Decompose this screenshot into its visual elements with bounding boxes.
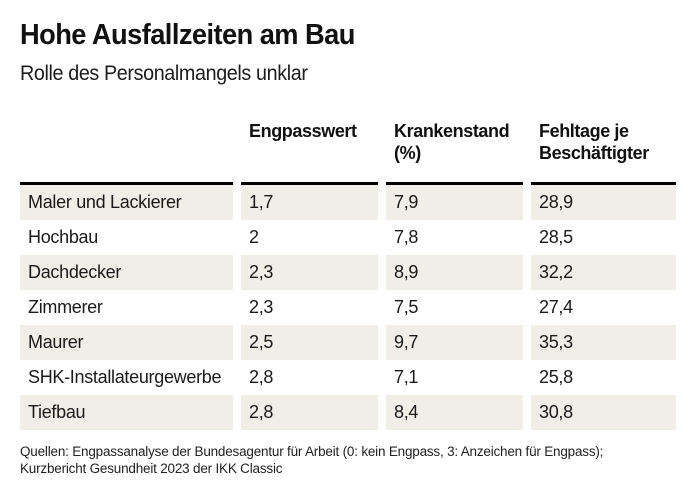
value-cell: 2,3 [241,255,378,290]
value-cell: 2,3 [249,297,274,317]
value-cell: 2,5 [241,325,378,360]
value-cell: 28,5 [539,227,573,247]
table-row: Hochbau 2 7,8 28,5 [20,220,676,255]
value-cell: 1,7 [241,185,378,220]
source-line-1: Quellen: Engpassanalyse der Bundesagentu… [20,444,604,459]
column-header-engpasswert: Engpasswert [241,111,378,185]
column-header-fehltage: Fehltage je Beschäftigter [531,111,676,185]
value-cell: 7,8 [394,227,419,247]
column-header-krankenstand: Krankenstand (%) [386,111,523,185]
table-row: Maler und Lackierer 1,7 7,9 28,9 [20,185,676,220]
value-cell: 2 [249,227,259,247]
value-cell: 2,8 [241,395,378,430]
table-row: Zimmerer 2,3 7,5 27,4 [20,290,676,325]
row-label-cell: Tiefbau [20,395,233,430]
column-header-line: (%) [394,143,421,163]
value-cell: 7,5 [394,297,419,317]
column-header-line: Fehltage je [539,121,629,141]
row-label-cell: Maler und Lackierer [20,185,233,220]
table-row: SHK-Installateurgewerbe 2,8 7,1 25,8 [20,360,676,395]
row-label-cell: SHK-Installateurgewerbe [28,367,222,387]
source-line-2: Kurzbericht Gesundheit 2023 der IKK Clas… [20,461,283,476]
row-label-cell: Maurer [20,325,233,360]
value-cell: 28,9 [531,185,676,220]
value-cell: 8,9 [386,255,523,290]
table-row: Maurer 2,5 9,7 35,3 [20,325,676,360]
value-cell: 8,4 [386,395,523,430]
column-header-line: Beschäftigter [539,143,649,163]
page-subtitle: Rolle des Personalmangels unklar [20,62,308,85]
table-body: Maler und Lackierer 1,7 7,9 28,9 Hochbau 2 7,8… [20,185,676,430]
value-cell: 30,8 [531,395,676,430]
table-header-row: Engpasswert Krankenstand (%) Fehltage je Bes… [20,111,676,185]
value-cell: 7,1 [394,367,419,387]
row-label-cell: Hochbau [28,227,98,247]
value-cell: 32,2 [531,255,676,290]
value-cell: 27,4 [539,297,573,317]
source-note: Quellen: Engpassanalyse der Bundesagentu… [20,443,676,477]
table-row: Dachdecker 2,3 8,9 32,2 [20,255,676,290]
row-label-cell: Dachdecker [20,255,233,290]
value-cell: 7,9 [386,185,523,220]
value-cell: 25,8 [539,367,573,387]
column-header-empty [20,111,233,185]
row-label-cell: Zimmerer [28,297,103,317]
value-cell: 2,8 [249,367,274,387]
column-header-line: Engpasswert [249,121,357,141]
column-header-line: Krankenstand [394,121,510,141]
table-row: Tiefbau 2,8 8,4 30,8 [20,395,676,430]
page-title: Hohe Ausfallzeiten am Bau [20,19,355,51]
value-cell: 9,7 [386,325,523,360]
value-cell: 35,3 [531,325,676,360]
